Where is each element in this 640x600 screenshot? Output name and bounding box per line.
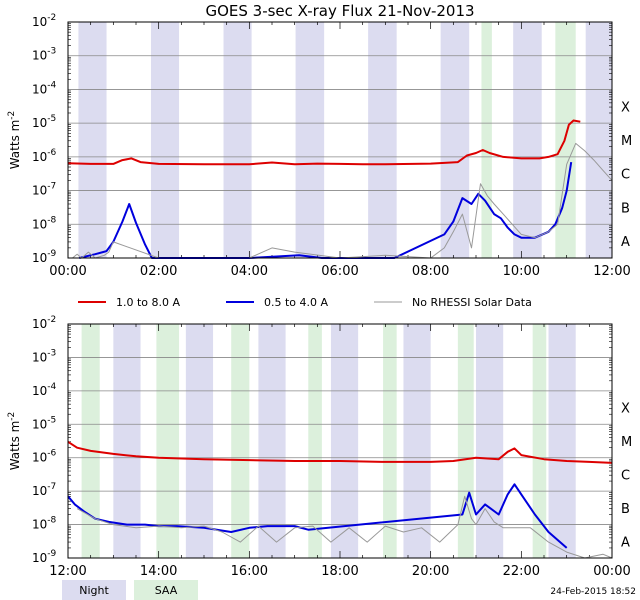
series-line-3 xyxy=(76,495,613,559)
saa-band xyxy=(308,324,322,558)
saa-band xyxy=(156,324,180,558)
x-tick-label: 04:00 xyxy=(231,264,268,279)
x-tick-label: 02:00 xyxy=(140,264,177,279)
y-tick-label: 10-4 xyxy=(32,382,57,398)
x-tick-label: 22:00 xyxy=(503,564,540,579)
night-key-label: Night xyxy=(79,584,109,597)
x-tick-label: 18:00 xyxy=(321,564,358,579)
x-tick-label: 08:00 xyxy=(412,264,449,279)
flare-class-label: C xyxy=(621,468,630,483)
flare-class-label: X xyxy=(621,100,630,115)
night-band xyxy=(113,324,141,558)
saa-key-box xyxy=(134,580,198,600)
night-band xyxy=(150,22,180,258)
night-band xyxy=(368,22,397,258)
y-tick-label: 10-2 xyxy=(32,13,56,29)
x-tick-label: 00:00 xyxy=(593,564,630,579)
x-tick-label: 14:00 xyxy=(140,564,177,579)
y-tick-label: 10-2 xyxy=(32,315,56,331)
night-key-box xyxy=(62,580,126,600)
y-tick-label: 10-9 xyxy=(32,249,57,265)
night-band xyxy=(513,22,542,258)
series-line-1 xyxy=(67,119,581,166)
saa-key-label: SAA xyxy=(155,584,178,597)
y-tick-label: 10-5 xyxy=(32,415,56,431)
plot-frame xyxy=(67,323,613,559)
y-tick-label: 10-9 xyxy=(32,549,57,565)
flare-class-label: B xyxy=(621,502,630,517)
night-band xyxy=(476,324,504,558)
chart-title: GOES 3-sec X-ray Flux 21-Nov-2013 xyxy=(205,2,474,20)
saa-band xyxy=(81,324,100,558)
y-tick-label: 10-4 xyxy=(32,80,57,96)
x-tick-label: 10:00 xyxy=(503,264,540,279)
plot-panel-1: 10-2 10-3 10-4 10-5 10-6 10-7 10-8 10-900:00 02:… xyxy=(7,2,632,279)
y-tick-label: 10-3 xyxy=(32,47,56,63)
legend-label-2: 0.5 to 4.0 A xyxy=(264,296,329,309)
y-tick-label: 10-3 xyxy=(32,348,56,364)
plot-panel-2: 10-2 10-3 10-4 10-5 10-6 10-7 10-8 10-912:00 14:… xyxy=(7,315,632,579)
y-axis-label: Watts m-2 xyxy=(7,412,22,471)
legend-label-1: 1.0 to 8.0 A xyxy=(116,296,181,309)
night-band xyxy=(548,324,576,558)
y-tick-label: 10-8 xyxy=(32,516,57,532)
band-key: Night SAA xyxy=(62,580,198,600)
x-tick-label: 06:00 xyxy=(321,264,358,279)
flare-class-label: M xyxy=(621,134,632,149)
x-tick-label: 00:00 xyxy=(49,264,86,279)
x-tick-label: 12:00 xyxy=(593,264,630,279)
y-tick-label: 10-7 xyxy=(32,482,56,498)
y-tick-label: 10-5 xyxy=(32,114,56,130)
night-band xyxy=(403,324,431,558)
flare-class-label: M xyxy=(621,435,632,450)
night-band xyxy=(258,324,286,558)
night-band xyxy=(223,22,252,258)
flare-class-label: B xyxy=(621,201,630,216)
x-tick-label: 16:00 xyxy=(231,564,268,579)
flare-class-label: A xyxy=(621,535,630,550)
y-axis-label: Watts m-2 xyxy=(7,111,22,170)
y-tick-label: 10-7 xyxy=(32,182,56,198)
saa-band xyxy=(532,324,547,558)
plot-frame xyxy=(67,21,613,259)
x-tick-label: 20:00 xyxy=(412,564,449,579)
series-line-2 xyxy=(79,161,573,259)
saa-band xyxy=(231,324,250,558)
night-band xyxy=(78,22,107,258)
x-tick-label: 12:00 xyxy=(49,564,86,579)
night-band xyxy=(330,324,359,558)
saa-band xyxy=(383,324,397,558)
flare-class-label: A xyxy=(621,235,630,250)
series-line-3 xyxy=(68,142,613,259)
series-line-2 xyxy=(67,483,568,549)
flare-class-label: C xyxy=(621,168,630,183)
flare-class-label: X xyxy=(621,402,630,417)
series-line-1 xyxy=(67,440,613,464)
saa-band xyxy=(457,324,474,558)
y-tick-label: 10-6 xyxy=(32,148,57,164)
legend-label-3: No RHESSI Solar Data xyxy=(412,296,532,309)
timestamp: 24-Feb-2015 18:52 xyxy=(550,587,636,597)
night-band xyxy=(295,22,325,258)
y-tick-label: 10-6 xyxy=(32,449,57,465)
night-band xyxy=(585,22,612,258)
night-band xyxy=(185,324,214,558)
y-tick-label: 10-8 xyxy=(32,215,57,231)
saa-band xyxy=(481,22,492,258)
legend: 1.0 to 8.0 A 0.5 to 4.0 A No RHESSI Solar … xyxy=(78,296,532,309)
